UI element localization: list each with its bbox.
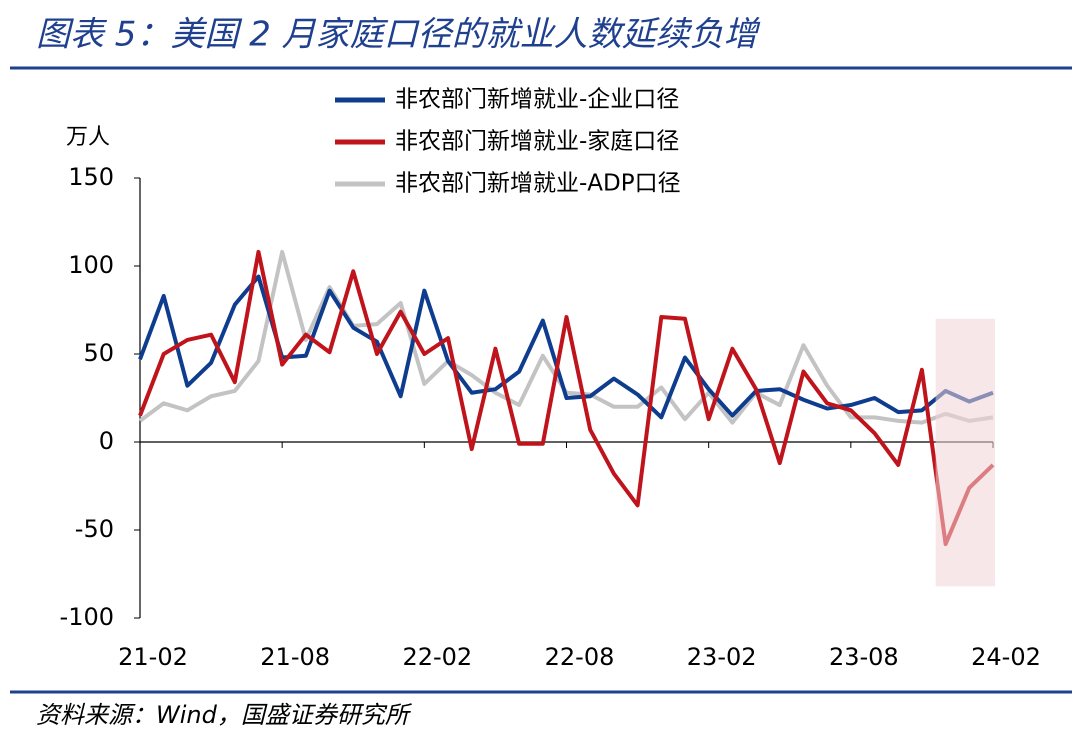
- y-tick-label: 100: [68, 251, 114, 279]
- x-tick-label: 23-08: [829, 643, 899, 671]
- y-tick-label: 50: [83, 339, 114, 367]
- y-tick-label: -50: [75, 515, 114, 543]
- y-axis-label: 万人: [66, 125, 110, 150]
- legend-label: 非农部门新增就业-企业口径: [395, 87, 679, 113]
- legend-label: 非农部门新增就业-ADP口径: [395, 171, 681, 197]
- y-tick-label: -100: [60, 603, 114, 631]
- x-tick-label: 22-08: [545, 643, 615, 671]
- y-tick-label: 150: [68, 163, 114, 191]
- x-tick-label: 21-02: [118, 643, 188, 671]
- x-tick-label: 24-02: [971, 643, 1041, 671]
- series-line: [138, 249, 995, 547]
- x-tick-label: 22-02: [402, 643, 472, 671]
- legend-label: 非农部门新增就业-家庭口径: [395, 129, 679, 155]
- chart-title: 图表 5：美国 2 月家庭口径的就业人数延续负增: [36, 15, 761, 55]
- x-tick-label: 21-08: [260, 643, 330, 671]
- x-tick-label: 23-02: [687, 643, 757, 671]
- y-tick-label: 0: [99, 427, 114, 455]
- highlight: [935, 318, 995, 587]
- source: 资料来源：Wind，国盛证券研究所: [36, 701, 413, 729]
